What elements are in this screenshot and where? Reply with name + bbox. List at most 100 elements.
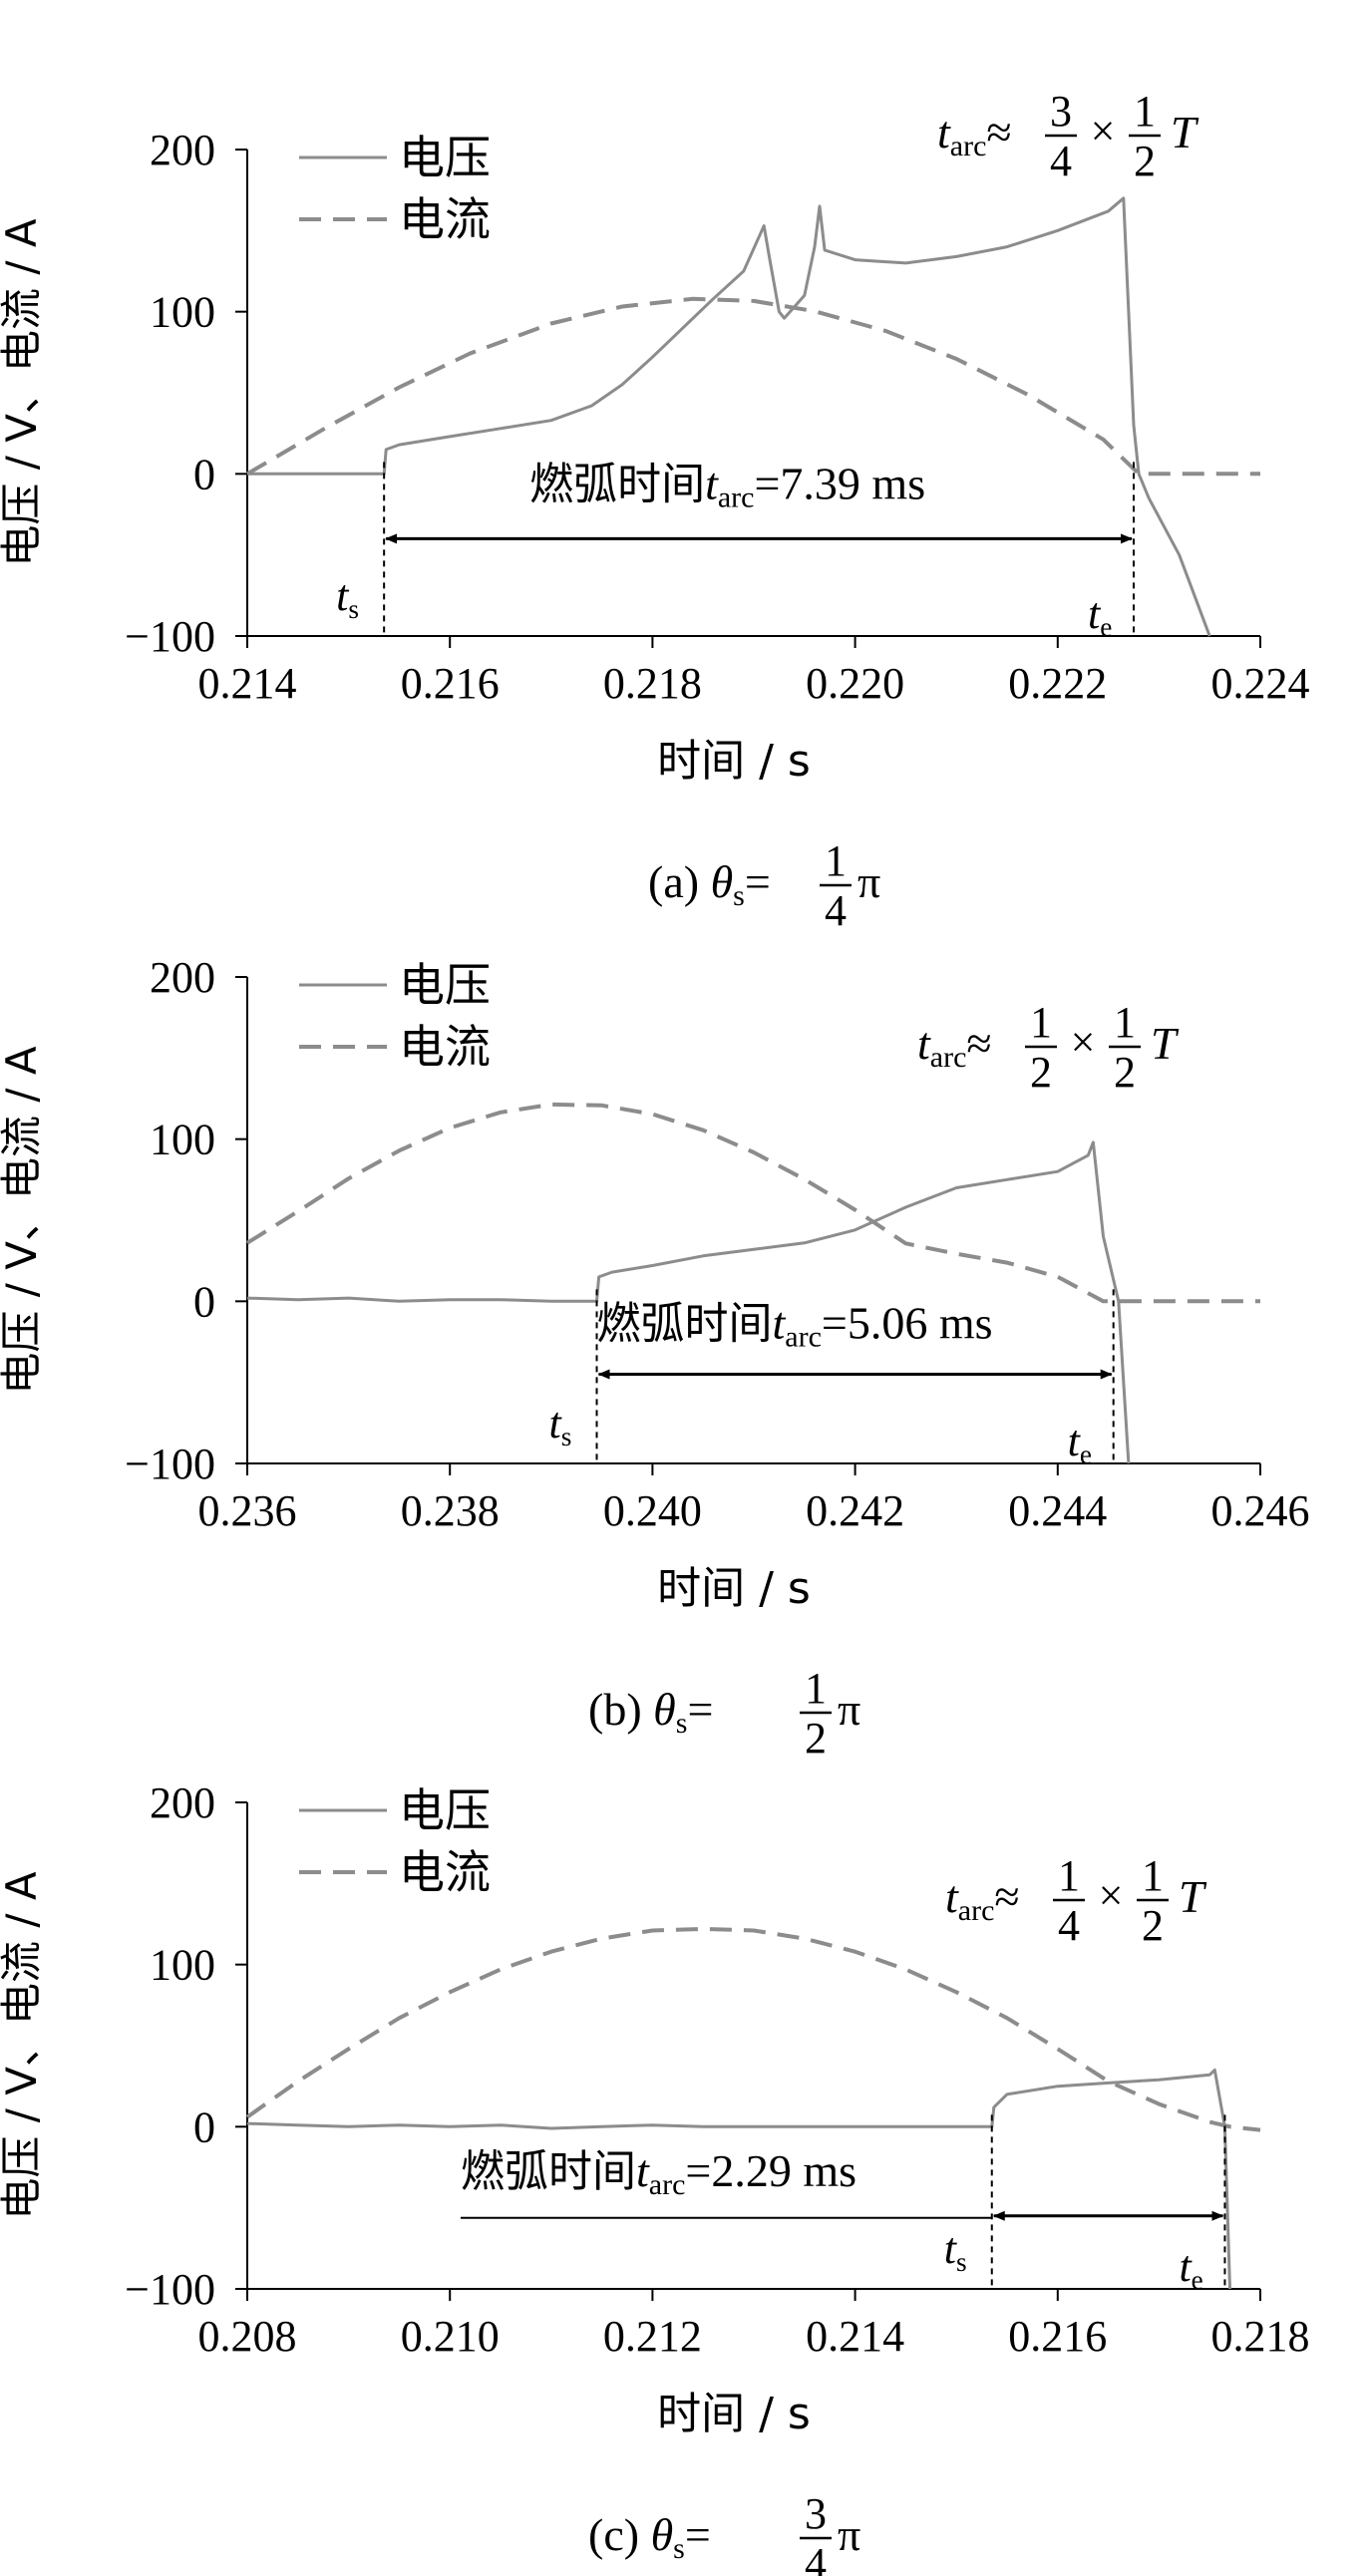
formula-frac1-num: 1 — [1030, 998, 1052, 1047]
y-tick-label: −100 — [125, 612, 215, 661]
voltage-series-line — [247, 196, 1211, 637]
x-tick-label: 0.214 — [198, 659, 297, 708]
x-tick-label: 0.238 — [401, 1486, 500, 1535]
x-tick-label: 0.210 — [401, 2312, 500, 2361]
y-axis-label: 电压 / V、电流 / A — [0, 1871, 46, 2219]
y-axis-label: 电压 / V、电流 / A — [0, 218, 46, 566]
x-tick-label: 0.240 — [603, 1486, 702, 1535]
formula-sub: arc — [958, 1894, 995, 1927]
formula-sub: arc — [950, 130, 987, 162]
formula-t: t — [917, 1018, 931, 1069]
te-label-sub: e — [1192, 2265, 1203, 2295]
y-tick-label: 100 — [150, 1941, 215, 1990]
caption-theta: θ — [651, 2509, 674, 2560]
x-axis-label: 时间 / s — [657, 1563, 811, 1614]
arc-time-text: 燃弧时间 — [461, 2146, 636, 2197]
caption-prefix: (a) — [648, 856, 711, 907]
arc-time-sub: arc — [718, 481, 755, 513]
legend-label-voltage: 电压 — [399, 131, 491, 184]
formula-frac1-num: 1 — [1058, 1851, 1080, 1900]
te-label: te — [1088, 589, 1112, 642]
arc-time-sub: arc — [649, 2168, 686, 2201]
y-tick-label: −100 — [125, 1440, 215, 1488]
arc-time-label: 燃弧时间tarc=7.39 ms — [529, 458, 925, 513]
legend-label-voltage: 电压 — [399, 1783, 491, 1837]
y-tick-label: −100 — [125, 2265, 215, 2314]
formula-lhs: tarc≈ — [917, 1018, 992, 1074]
formula-T: T — [1179, 1871, 1207, 1922]
y-axis-label: 电压 / V、电流 / A — [0, 1046, 46, 1394]
caption-frac-den: 4 — [805, 2539, 827, 2576]
formula-frac1-den: 2 — [1030, 1048, 1052, 1097]
current-series-line — [245, 1926, 1261, 2132]
panel-caption: (c) θs= — [588, 2509, 711, 2565]
formula-frac2-den: 2 — [1142, 1901, 1164, 1950]
formula-times: × — [1071, 1018, 1096, 1067]
y-tick-label: 200 — [150, 953, 215, 1002]
x-tick-label: 0.244 — [1008, 1486, 1107, 1535]
current-series-line — [245, 1102, 1260, 1304]
formula-approx: ≈ — [986, 107, 1011, 158]
arc-formula: tarc≈ 14× 12T — [945, 1851, 1207, 1950]
ts-label-t: t — [549, 1399, 563, 1448]
formula-t: t — [937, 107, 951, 158]
arc-formula: tarc≈ 34× 12T — [937, 87, 1199, 185]
x-tick-label: 0.214 — [806, 2312, 904, 2361]
arc-time-t: t — [705, 458, 719, 508]
legend-label-current: 电流 — [399, 1845, 491, 1899]
te-label-t: t — [1068, 1417, 1082, 1465]
formula-frac2-den: 2 — [1134, 137, 1156, 185]
y-tick-label: 0 — [193, 450, 215, 498]
x-tick-label: 0.242 — [806, 1486, 904, 1535]
x-tick-label: 0.216 — [1008, 2312, 1107, 2361]
ts-label-t: t — [944, 2224, 958, 2273]
arc-time-text: 燃弧时间 — [597, 1299, 773, 1350]
ts-label: ts — [336, 571, 359, 624]
formula-frac2-num: 1 — [1134, 87, 1156, 136]
caption-prefix: (b) — [588, 1684, 653, 1735]
te-label-t: t — [1088, 589, 1102, 638]
voltage-series-line — [246, 2068, 1231, 2290]
arc-time-label: 燃弧时间tarc=2.29 ms — [461, 2145, 856, 2201]
caption-frac-den: 4 — [825, 886, 847, 935]
formula-sub: arc — [930, 1041, 967, 1074]
y-tick-label: 100 — [150, 1116, 215, 1164]
y-tick-label: 200 — [150, 1778, 215, 1827]
te-label: te — [1179, 2242, 1202, 2295]
te-label-t: t — [1179, 2242, 1193, 2291]
caption-sub: s — [676, 1707, 688, 1740]
formula-frac1-num: 3 — [1050, 87, 1072, 136]
formula-frac1-den: 4 — [1058, 1901, 1080, 1950]
y-tick-label: 200 — [150, 126, 215, 174]
formula-frac2-den: 2 — [1114, 1048, 1136, 1097]
caption-pi: π — [838, 1684, 860, 1735]
x-tick-label: 0.208 — [198, 2312, 297, 2361]
arc-time-t: t — [636, 2145, 650, 2196]
ts-label-sub: s — [561, 1422, 572, 1451]
x-tick-label: 0.212 — [603, 2312, 702, 2361]
legend-label-current: 电流 — [399, 192, 491, 246]
caption-theta: θ — [653, 1684, 676, 1735]
ts-label-sub: s — [348, 594, 359, 624]
legend-label-current: 电流 — [399, 1020, 491, 1074]
formula-T: T — [1171, 107, 1199, 158]
formula-frac2-num: 1 — [1114, 998, 1136, 1047]
arc-time-label: 燃弧时间tarc=5.06 ms — [597, 1298, 993, 1354]
x-tick-label: 0.246 — [1211, 1486, 1310, 1535]
x-tick-label: 0.218 — [1211, 2312, 1310, 2361]
caption-frac-num: 1 — [805, 1664, 827, 1713]
formula-frac1-den: 4 — [1050, 137, 1072, 185]
x-tick-label: 0.222 — [1008, 659, 1107, 708]
ts-label: ts — [549, 1399, 572, 1451]
formula-t: t — [945, 1871, 959, 1922]
caption-pi: π — [857, 856, 880, 907]
formula-approx: ≈ — [966, 1018, 991, 1069]
arc-time-sub: arc — [785, 1321, 822, 1354]
caption-eq: = — [745, 856, 771, 907]
y-tick-label: 0 — [193, 2102, 215, 2151]
caption-eq: = — [687, 1684, 713, 1735]
